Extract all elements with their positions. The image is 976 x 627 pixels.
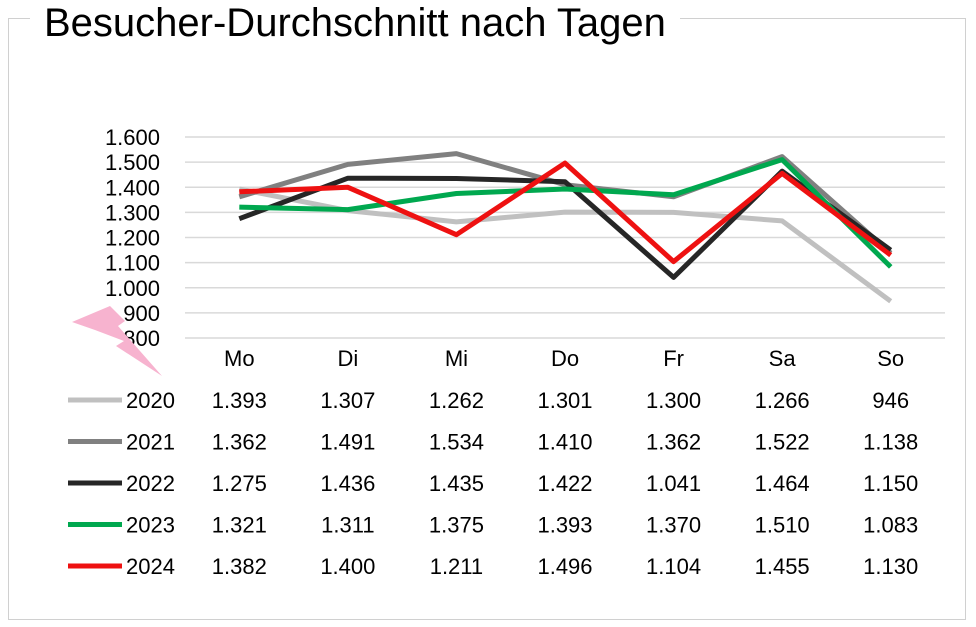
y-tick-label: 1.300 <box>105 200 160 225</box>
legend-label: 2020 <box>126 388 175 413</box>
data-label: 1.522 <box>755 430 810 455</box>
data-label: 1.083 <box>863 513 918 538</box>
y-tick-label: 1.100 <box>105 251 160 276</box>
series-line-2020 <box>238 186 893 304</box>
data-label: 1.422 <box>537 471 592 496</box>
data-label: 1.393 <box>537 513 592 538</box>
data-label: 1.464 <box>755 471 810 496</box>
y-tick-label: 900 <box>123 301 160 326</box>
data-label: 1.130 <box>863 554 918 579</box>
chart-title: Besucher-Durchschnitt nach Tagen <box>30 0 680 46</box>
data-label: 1.534 <box>429 430 484 455</box>
y-tick-label: 1.500 <box>105 150 160 175</box>
data-label: 1.262 <box>429 388 484 413</box>
data-label: 1.382 <box>212 554 267 579</box>
data-label: 946 <box>872 388 909 413</box>
x-tick-label: Sa <box>769 346 797 371</box>
data-label: 1.041 <box>646 471 701 496</box>
data-label: 1.104 <box>646 554 701 579</box>
gridlines <box>185 136 945 339</box>
data-label: 1.375 <box>429 513 484 538</box>
data-label: 1.410 <box>537 430 592 455</box>
data-label: 1.370 <box>646 513 701 538</box>
y-tick-label: 1.600 <box>105 125 160 150</box>
data-label: 1.455 <box>755 554 810 579</box>
data-label: 1.362 <box>212 430 267 455</box>
y-tick-label: 1.000 <box>105 276 160 301</box>
data-label: 1.362 <box>646 430 701 455</box>
series-line-2023 <box>239 157 893 269</box>
data-label: 1.301 <box>537 388 592 413</box>
y-tick-label: 1.200 <box>105 226 160 251</box>
data-label: 1.491 <box>320 430 375 455</box>
x-tick-label: Mi <box>445 346 468 371</box>
x-tick-label: Mo <box>224 346 255 371</box>
y-tick-label: 1.400 <box>105 175 160 200</box>
data-label: 1.150 <box>863 471 918 496</box>
series-line-2024 <box>239 160 893 265</box>
x-tick-label: Do <box>551 346 579 371</box>
data-label: 1.300 <box>646 388 701 413</box>
x-tick-label: So <box>877 346 904 371</box>
data-label: 1.307 <box>320 388 375 413</box>
data-label: 1.211 <box>430 554 483 579</box>
data-label: 1.510 <box>755 513 810 538</box>
series-lines <box>238 151 893 304</box>
legend-label: 2021 <box>126 430 175 455</box>
legend-label: 2022 <box>126 471 175 496</box>
data-label: 1.496 <box>537 554 592 579</box>
data-label: 1.321 <box>212 513 267 538</box>
data-label: 1.138 <box>863 430 918 455</box>
x-tick-label: Fr <box>663 346 684 371</box>
data-label: 1.435 <box>429 471 484 496</box>
legend-label: 2023 <box>126 513 175 538</box>
data-label: 1.266 <box>755 388 810 413</box>
legend-label: 2024 <box>126 554 175 579</box>
data-label: 1.275 <box>212 471 267 496</box>
data-label: 1.400 <box>320 554 375 579</box>
x-tick-label: Di <box>337 346 358 371</box>
data-table: 2020 1.393 1.307 1.262 1.301 1.300 1.266 946 202… <box>68 388 918 579</box>
data-label: 1.436 <box>320 471 375 496</box>
data-label: 1.311 <box>321 513 374 538</box>
data-label: 1.393 <box>212 388 267 413</box>
x-axis-tick-labels: Mo Di Mi Do Fr Sa So <box>224 346 904 371</box>
lightning-bolt-icon <box>72 306 162 376</box>
